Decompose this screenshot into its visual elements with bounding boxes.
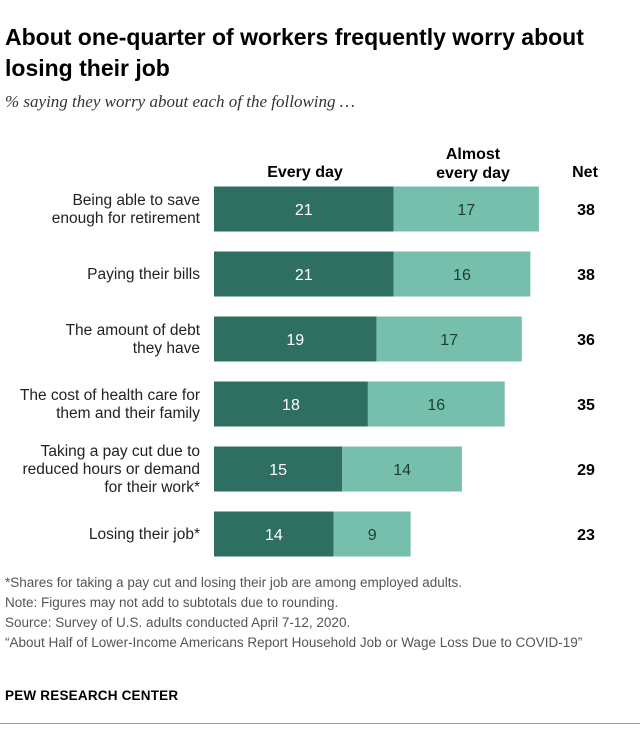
column-header-net: Net — [572, 164, 598, 181]
category-label: The amount of debt they have — [66, 322, 201, 357]
value-label-every-day: 21 — [295, 267, 313, 284]
bar-every-day — [214, 446, 343, 492]
bar-every-day — [214, 381, 368, 427]
net-value-label: 29 — [577, 462, 595, 479]
value-label-every-day: 21 — [295, 202, 313, 219]
value-label-almost-every-day: 16 — [427, 397, 445, 414]
net-value-label: 38 — [577, 202, 595, 219]
value-label-almost-every-day: 9 — [368, 527, 377, 544]
net-value-label: 36 — [577, 332, 595, 349]
value-label-almost-every-day: 17 — [457, 202, 475, 219]
value-label-every-day: 19 — [286, 332, 304, 349]
bar-almost-every-day — [333, 511, 411, 557]
column-header-every-day: Every day — [267, 164, 343, 181]
brand-label: PEW RESEARCH CENTER — [5, 688, 179, 703]
column-header-almost-every-day-line-2: every day — [436, 165, 510, 182]
chart-title: About one-quarter of workers frequently … — [5, 24, 584, 81]
footnote-source: Source: Survey of U.S. adults conducted … — [5, 615, 351, 630]
bar-almost-every-day — [376, 316, 522, 362]
stacked-bar-chart: Being able to save enough for retirement 2… — [20, 186, 595, 557]
value-label-almost-every-day: 16 — [453, 267, 471, 284]
bar-almost-every-day — [367, 381, 505, 427]
chart-subtitle: % saying they worry about each of the fo… — [5, 92, 355, 111]
footnote-asterisk: *Shares for taking a pay cut and losing … — [5, 575, 463, 590]
bar-almost-every-day — [393, 186, 539, 232]
column-header-almost-every-day-line-1: Almost — [445, 146, 501, 163]
bar-every-day — [214, 186, 394, 232]
footnotes: *Shares for taking a pay cut and losing … — [5, 573, 625, 653]
net-value-label: 23 — [577, 527, 595, 544]
footnote-report-title: “About Half of Lower-Income Americans Re… — [5, 635, 583, 650]
net-value-label: 38 — [577, 267, 595, 284]
bottom-divider — [0, 723, 640, 724]
category-label: Losing their job* — [89, 526, 200, 543]
bar-every-day — [214, 511, 334, 557]
bar-almost-every-day — [342, 446, 462, 492]
bar-almost-every-day — [393, 251, 531, 297]
value-label-every-day: 18 — [282, 397, 300, 414]
value-label-almost-every-day: 14 — [393, 462, 411, 479]
value-label-almost-every-day: 17 — [440, 332, 458, 349]
category-label: Paying their bills — [87, 266, 200, 283]
category-label: Being able to save enough for retirement — [52, 192, 201, 227]
value-label-every-day: 14 — [265, 527, 283, 544]
value-label-every-day: 15 — [269, 462, 287, 479]
net-value-label: 35 — [577, 397, 595, 414]
bar-every-day — [214, 251, 394, 297]
footnote-rounding: Note: Figures may not add to subtotals d… — [5, 595, 339, 610]
column-header-almost-every-day: Almost every day — [413, 145, 533, 183]
bar-every-day — [214, 316, 377, 362]
category-label: Taking a pay cut due to reduced hours or … — [22, 443, 200, 496]
category-label: The cost of health care for them and thei… — [20, 387, 200, 422]
